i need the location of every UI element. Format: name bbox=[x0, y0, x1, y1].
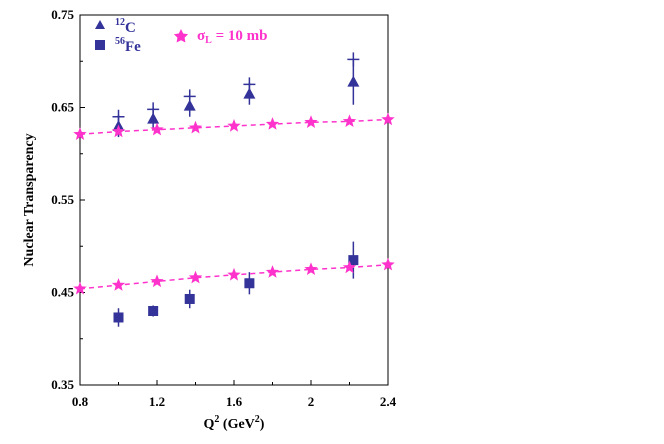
legend: 12C 56Fe σL = 10 mb bbox=[95, 17, 267, 55]
y-tick-label: 0.75 bbox=[51, 7, 74, 22]
model-star-point bbox=[381, 257, 395, 271]
iron-point bbox=[184, 293, 195, 304]
model-star-point bbox=[227, 119, 241, 132]
carbon-point bbox=[243, 87, 256, 99]
x-tick-label: 1.6 bbox=[226, 394, 243, 409]
carbon-point bbox=[183, 99, 196, 111]
model-star-point bbox=[150, 274, 164, 288]
model-star-point bbox=[111, 278, 126, 291]
model-star-point bbox=[111, 124, 126, 138]
axis-ticks: 0.8 1.2 1.6 2 2.4 0.35 0.45 0.55 0.65 0.75 bbox=[51, 7, 396, 409]
legend-iron-marker bbox=[95, 40, 105, 50]
y-axis-title: Nuclear Transparency bbox=[22, 133, 37, 266]
model-star-point bbox=[304, 115, 318, 128]
x-axis-title: Q2 (GeV2) bbox=[204, 414, 265, 432]
iron-point bbox=[348, 255, 359, 266]
legend-carbon-marker bbox=[95, 20, 105, 29]
y-tick-label: 0.65 bbox=[51, 100, 74, 115]
carbon-point bbox=[347, 75, 360, 87]
model-star-point bbox=[381, 112, 395, 126]
y-tick-label: 0.55 bbox=[51, 192, 74, 207]
legend-carbon-label: 12C bbox=[115, 17, 136, 36]
iron-point bbox=[113, 312, 124, 323]
model-star-point bbox=[342, 260, 357, 274]
iron-point bbox=[244, 278, 255, 289]
iron-point bbox=[148, 306, 159, 316]
series-1 bbox=[112, 52, 360, 124]
model-star-point bbox=[73, 127, 87, 140]
model-star-point bbox=[304, 262, 318, 275]
y-tick-label: 0.35 bbox=[51, 377, 74, 392]
model-star-point bbox=[227, 267, 241, 281]
model-star-point bbox=[342, 114, 357, 127]
legend-iron-label: 56Fe bbox=[115, 36, 141, 55]
legend-model-label: σL = 10 mb bbox=[197, 28, 267, 46]
model-star-point bbox=[188, 120, 203, 134]
y-tick-label: 0.45 bbox=[51, 285, 74, 300]
x-tick-label: 2 bbox=[308, 394, 315, 409]
series-3 bbox=[73, 112, 395, 140]
model-star-point bbox=[265, 117, 280, 130]
model-star-point bbox=[188, 270, 203, 284]
x-tick-label: 2.4 bbox=[380, 394, 397, 409]
x-tick-label: 0.8 bbox=[72, 394, 89, 409]
x-tick-label: 1.2 bbox=[149, 394, 165, 409]
carbon-point bbox=[147, 112, 160, 124]
model-star-point bbox=[150, 122, 164, 136]
series-4 bbox=[73, 257, 395, 295]
model-star-point bbox=[265, 265, 280, 278]
data-marks bbox=[73, 52, 395, 327]
legend-model-marker bbox=[173, 29, 189, 43]
series-2 bbox=[113, 241, 359, 327]
model-star-point bbox=[73, 281, 87, 295]
plot-frame bbox=[79, 14, 389, 386]
